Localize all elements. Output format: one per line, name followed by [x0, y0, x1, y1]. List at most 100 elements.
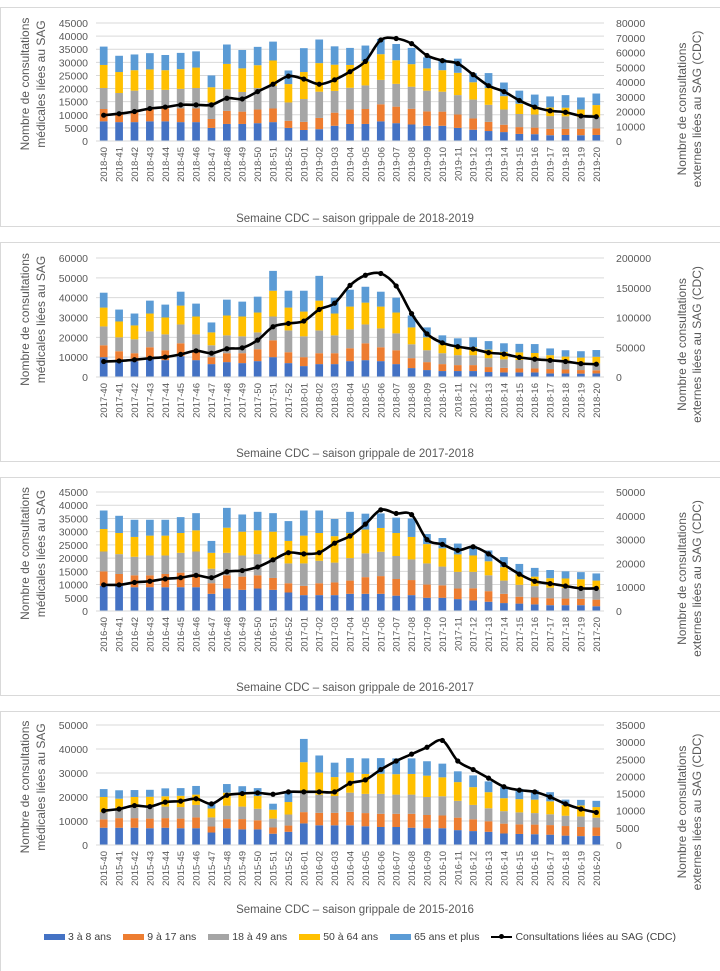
bar-segment-4 [484, 792, 493, 809]
cdc-line-marker [593, 361, 599, 367]
bar-segment-2 [238, 353, 247, 364]
bar-segment-3 [130, 90, 139, 112]
bar-segment-5 [592, 350, 601, 357]
bar-segment-2 [500, 593, 508, 604]
y-tick-label: 35000 [59, 513, 88, 525]
bar-segment-2 [192, 108, 200, 123]
bar-segment-5 [161, 304, 170, 318]
y2-axis-title-line1: Nombre de consultations [675, 43, 689, 176]
bar-segment-2 [223, 353, 231, 363]
bar-segment-2 [130, 818, 139, 828]
bar-segment-5 [577, 97, 585, 110]
bar-segment-5 [284, 792, 293, 803]
bar-segment-3 [469, 99, 477, 119]
cdc-line-marker [362, 777, 368, 783]
bar-segment-1 [330, 825, 339, 845]
cdc-line-marker [393, 35, 399, 42]
bar-segment-4 [376, 54, 385, 80]
cdc-line-marker [332, 77, 338, 83]
x-tick-label: 2019-08 [407, 147, 418, 182]
cdc-line-marker [393, 758, 399, 764]
bar-segment-5 [161, 54, 170, 71]
bar-segment-1 [269, 833, 277, 845]
y2-tick-label: 0 [616, 840, 622, 852]
cdc-line-marker [270, 81, 276, 87]
bar-segment-3 [130, 339, 139, 354]
bar-segment-4 [592, 105, 601, 117]
x-tick-label: 2018-10 [438, 383, 449, 418]
bar-segment-2 [500, 367, 508, 373]
bar-segment-1 [469, 129, 477, 141]
cdc-line-marker [332, 789, 338, 795]
cdc-line-marker [255, 564, 261, 570]
bar-segment-5 [392, 43, 401, 61]
y-tick-label: 50000 [59, 273, 88, 285]
bar-segment-4 [484, 88, 493, 105]
bar-segment-1 [238, 363, 247, 377]
bar-segment-1 [269, 357, 277, 377]
bar-segment-5 [407, 47, 416, 65]
bar-segment-5 [176, 788, 185, 796]
y2-tick-label: 20000 [616, 771, 645, 783]
cdc-line-marker [239, 345, 245, 351]
bar-segment-5 [115, 309, 123, 322]
bar-segment-5 [330, 762, 339, 778]
bar-segment-3 [99, 326, 108, 346]
bar-segment-1 [592, 606, 601, 611]
bar-segment-4 [361, 61, 370, 86]
cdc-line-marker [147, 105, 153, 112]
bar-segment-1 [146, 121, 154, 141]
cdc-line-marker [316, 789, 322, 795]
bar-segment-5 [223, 44, 231, 64]
x-tick-label: 2016-43 [145, 617, 156, 652]
cdc-line-marker [485, 83, 492, 89]
bar-segment-4 [407, 773, 416, 795]
bar-segment-1 [146, 587, 154, 611]
bar-segment-3 [577, 588, 585, 599]
bar-segment-4 [330, 536, 339, 563]
x-tick-label: 2017-20 [592, 617, 603, 652]
bar-segment-1 [469, 371, 477, 377]
x-tick-label: 2019-10 [438, 147, 449, 182]
x-tick-label: 2019-06 [376, 147, 387, 182]
bar-segment-1 [284, 127, 293, 141]
bar-segment-5 [407, 315, 416, 328]
bar-segment-4 [238, 316, 247, 337]
bar-segment-5 [376, 758, 385, 774]
y2-tick-label: 25000 [616, 754, 645, 766]
bar-segment-4 [438, 344, 447, 354]
chart-panel-2018-2019: 0 5000 10000 15000 20000 25000 30000 35000 40000… [0, 7, 720, 227]
y-tick-label: 20000 [59, 332, 88, 344]
cdc-line-marker [285, 789, 292, 795]
bar-segment-1 [223, 362, 231, 377]
bar-segment-4 [423, 68, 431, 91]
bar-segment-1 [577, 605, 585, 611]
bar-segment-1 [223, 588, 231, 611]
bar-segment-2 [161, 108, 170, 122]
bar-segment-3 [223, 552, 231, 576]
bar-segment-5 [146, 789, 154, 797]
bar-segment-4 [253, 65, 262, 89]
bar-segment-5 [484, 341, 493, 350]
bar-segment-3 [207, 102, 216, 119]
bar-segment-5 [392, 758, 401, 775]
bar-segment-3 [99, 551, 108, 572]
bar-segment-1 [438, 125, 447, 141]
x-tick-label: 2018-20 [592, 383, 603, 418]
bar-segment-1 [484, 131, 493, 141]
cdc-line-marker [562, 358, 569, 365]
bar-segment-4 [376, 306, 385, 329]
bar-segment-5 [530, 94, 539, 107]
bar-segment-4 [500, 567, 508, 581]
bar-segment-2 [223, 575, 231, 589]
cdc-line-marker [439, 737, 445, 744]
bar-segment-1 [577, 135, 585, 141]
cdc-line-marker [378, 270, 384, 277]
cdc-line-marker [439, 58, 445, 64]
bar-segment-2 [592, 827, 601, 836]
y-axis-title-line2: médicales liées au SAG [34, 256, 48, 383]
x-tick-label: 2018-05 [361, 383, 372, 418]
x-tick-label: 2016-04 [346, 851, 357, 886]
x-tick-label: 2019-19 [576, 147, 587, 182]
bar-segment-3 [407, 559, 416, 581]
